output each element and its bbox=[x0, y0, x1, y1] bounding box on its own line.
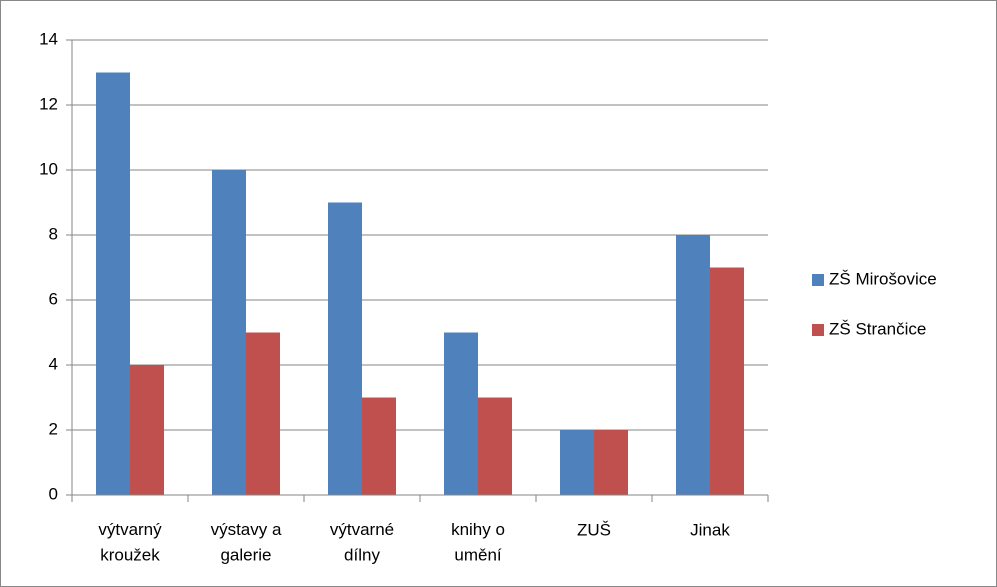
bar bbox=[328, 202, 362, 495]
bar bbox=[362, 397, 396, 495]
x-tick-label: výstavy a galerie bbox=[211, 520, 282, 565]
x-tick-label: ZUŠ bbox=[577, 520, 611, 539]
legend-swatch bbox=[812, 324, 824, 336]
y-tick-label: 6 bbox=[49, 289, 58, 308]
bar bbox=[212, 170, 246, 495]
bar bbox=[478, 397, 512, 495]
legend-label: ZŠ Mirošovice bbox=[829, 269, 937, 288]
bar bbox=[560, 430, 594, 495]
bar bbox=[246, 332, 280, 495]
bar bbox=[444, 332, 478, 495]
x-tick-label: výtvarné dílny bbox=[330, 520, 394, 565]
bar bbox=[96, 72, 130, 495]
y-tick-label: 12 bbox=[39, 94, 58, 113]
bar bbox=[710, 267, 744, 495]
legend-swatch bbox=[812, 274, 824, 286]
x-tick-label: výtvarný kroužek bbox=[98, 520, 162, 565]
x-tick-label: Jinak bbox=[690, 520, 730, 539]
y-tick-label: 4 bbox=[49, 354, 58, 373]
y-tick-label: 10 bbox=[39, 159, 58, 178]
y-tick-label: 0 bbox=[49, 484, 58, 503]
y-tick-label: 14 bbox=[39, 29, 58, 48]
bar bbox=[594, 430, 628, 495]
legend-label: ZŠ Strančice bbox=[829, 319, 926, 338]
bar bbox=[130, 365, 164, 495]
y-tick-label: 2 bbox=[49, 419, 58, 438]
y-tick-label: 8 bbox=[49, 224, 58, 243]
x-tick-label: knihy o umění bbox=[451, 520, 505, 565]
bar bbox=[676, 235, 710, 495]
